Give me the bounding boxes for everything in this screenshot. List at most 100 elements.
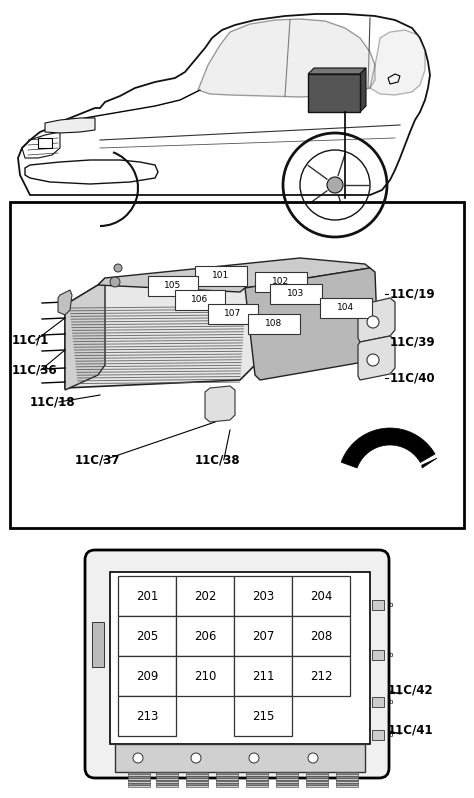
Bar (306, 785, 328, 787)
Bar (118, 616, 176, 656)
Bar (186, 776, 208, 777)
Bar (216, 772, 238, 774)
Bar (128, 772, 150, 774)
Bar (306, 774, 328, 776)
Bar (156, 781, 178, 784)
Text: 103: 103 (287, 290, 305, 298)
Bar (246, 774, 268, 776)
Circle shape (110, 277, 120, 287)
Text: 204: 204 (310, 590, 332, 602)
Bar (156, 785, 178, 787)
Bar (276, 780, 298, 781)
Bar (234, 616, 292, 656)
Bar (372, 730, 384, 740)
Bar (176, 656, 234, 696)
Bar (118, 576, 176, 616)
Bar (156, 777, 178, 780)
Bar (270, 284, 322, 304)
Text: 11C/36: 11C/36 (12, 364, 58, 377)
Bar (128, 785, 150, 787)
Bar (128, 776, 150, 777)
Bar (128, 780, 150, 781)
Bar (216, 780, 238, 781)
Text: 11C/39: 11C/39 (390, 335, 436, 349)
Text: 207: 207 (252, 630, 274, 642)
Text: b: b (388, 602, 392, 608)
Bar (186, 774, 208, 776)
Bar (276, 781, 298, 784)
Text: 206: 206 (194, 630, 216, 642)
Text: 104: 104 (337, 303, 355, 313)
Bar (156, 784, 178, 785)
Bar (176, 576, 234, 616)
Polygon shape (65, 278, 105, 390)
Polygon shape (65, 265, 260, 388)
Bar (336, 776, 358, 777)
Bar (276, 784, 298, 785)
Text: 201: 201 (136, 590, 158, 602)
Polygon shape (245, 268, 378, 380)
Circle shape (367, 354, 379, 366)
Bar (186, 780, 208, 781)
Text: 205: 205 (136, 630, 158, 642)
Text: 107: 107 (224, 310, 242, 318)
Bar (118, 656, 176, 696)
Polygon shape (45, 118, 95, 133)
Bar (372, 697, 384, 707)
Bar (276, 774, 298, 776)
Text: 210: 210 (194, 670, 216, 682)
Circle shape (249, 753, 259, 763)
Bar (115, 744, 365, 772)
Polygon shape (198, 19, 375, 97)
Bar (336, 777, 358, 780)
Bar (306, 781, 328, 784)
Bar (10, 202, 464, 528)
Bar (216, 777, 238, 780)
Text: 11C/19: 11C/19 (390, 287, 436, 301)
Bar (148, 276, 198, 296)
Bar (186, 785, 208, 787)
Polygon shape (422, 458, 437, 468)
Bar (320, 298, 372, 318)
Bar (186, 781, 208, 784)
Bar (248, 314, 300, 334)
Text: 11C/40: 11C/40 (390, 372, 436, 385)
Bar (308, 74, 360, 112)
Bar (292, 616, 350, 656)
Polygon shape (358, 298, 395, 342)
Bar (276, 785, 298, 787)
Bar (336, 781, 358, 784)
Polygon shape (358, 336, 395, 380)
Bar (246, 776, 268, 777)
Bar (246, 781, 268, 784)
Text: 215: 215 (252, 709, 274, 722)
Text: 101: 101 (212, 271, 229, 281)
Text: b: b (388, 732, 392, 738)
Circle shape (367, 316, 379, 328)
Bar (276, 772, 298, 774)
Polygon shape (360, 68, 366, 112)
Text: 212: 212 (310, 670, 332, 682)
Bar (306, 776, 328, 777)
Bar (255, 272, 307, 292)
Circle shape (133, 753, 143, 763)
Text: 11C/41: 11C/41 (388, 724, 434, 737)
Bar (336, 774, 358, 776)
Circle shape (114, 264, 122, 272)
Bar (336, 780, 358, 781)
Bar (156, 780, 178, 781)
Bar (306, 784, 328, 785)
Bar (38, 138, 52, 148)
Bar (306, 777, 328, 780)
Bar (372, 600, 384, 610)
Bar (175, 290, 225, 310)
Bar (216, 785, 238, 787)
Text: 208: 208 (310, 630, 332, 642)
Text: 11C/18: 11C/18 (30, 396, 76, 409)
Bar (156, 776, 178, 777)
Polygon shape (58, 290, 72, 315)
Text: b: b (388, 699, 392, 705)
Polygon shape (98, 258, 370, 292)
Bar (216, 781, 238, 784)
Polygon shape (308, 68, 366, 74)
